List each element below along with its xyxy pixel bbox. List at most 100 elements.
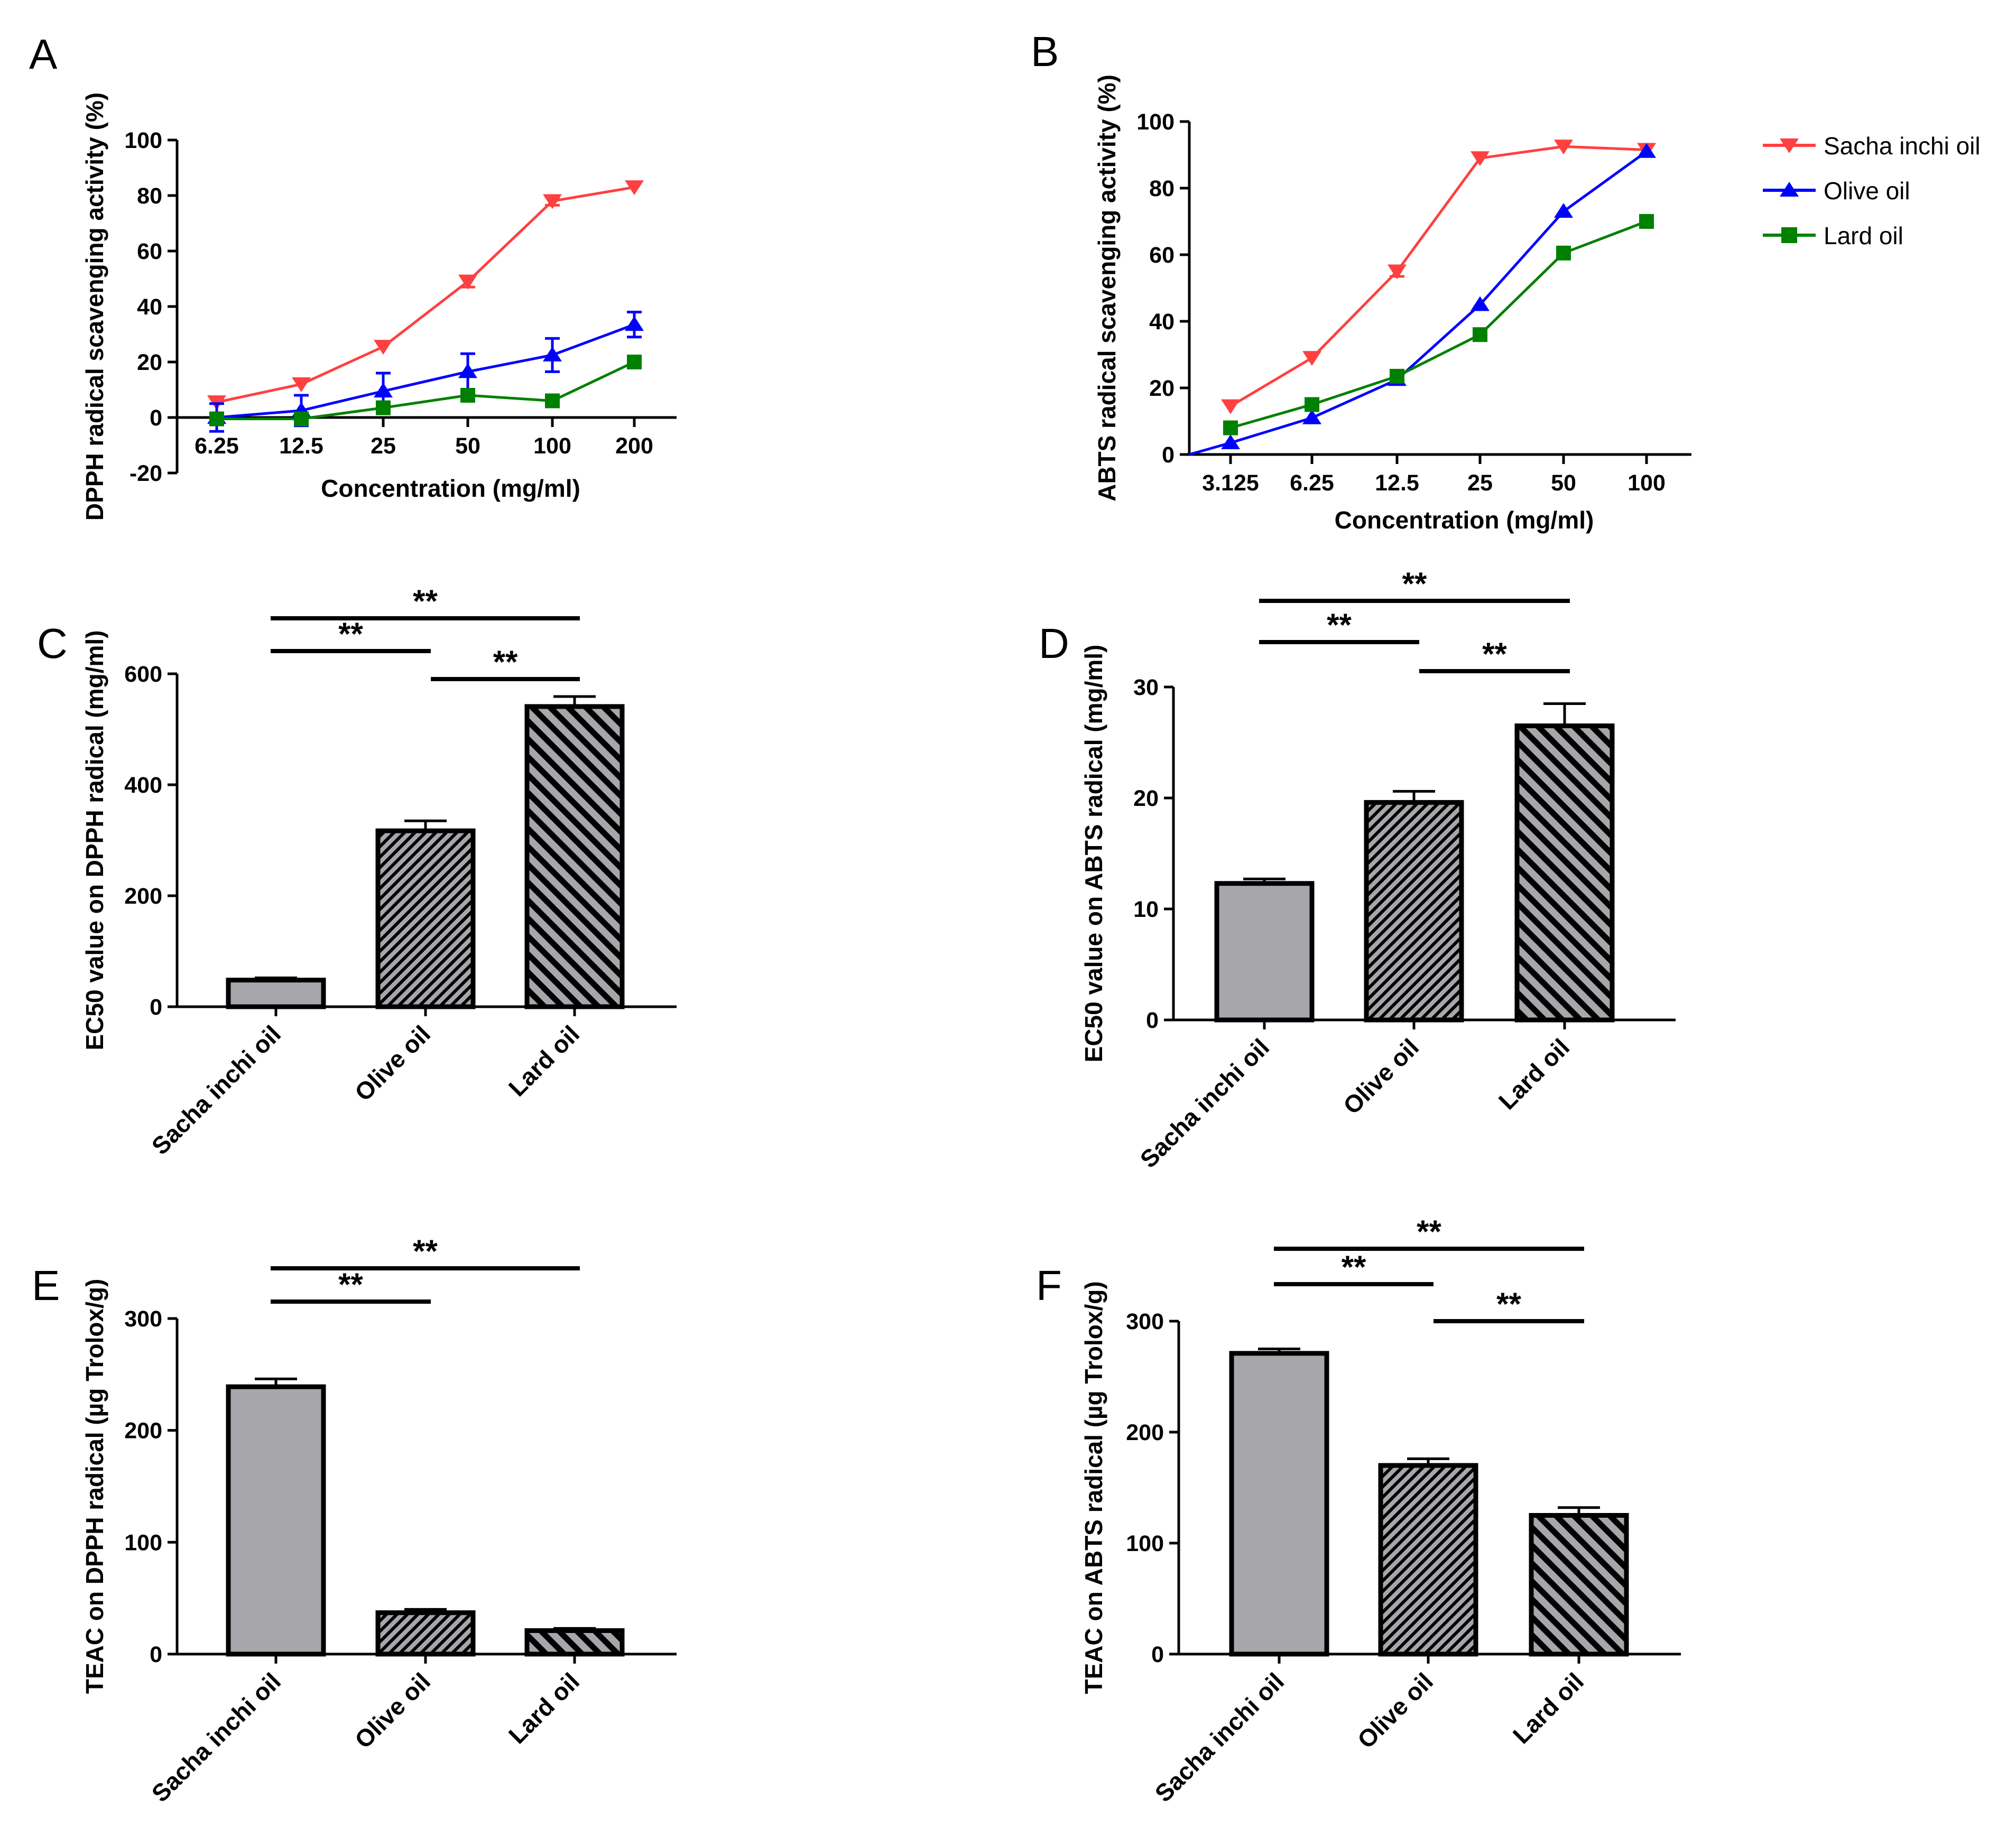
chartb-marker-lard: [1390, 368, 1404, 384]
panel-label-a: A: [29, 31, 58, 78]
chartb-marker-sacha: [1388, 264, 1407, 280]
chartd-bar-lard: [1514, 723, 1615, 1023]
chartc-x-tick-label: Olive oil: [349, 1020, 436, 1106]
charta-y-tick-label: 100: [124, 128, 162, 153]
chartc-bar-sacha: [226, 978, 326, 1009]
chartb-marker-olive: [1554, 203, 1573, 218]
chartb-y-tick-label: 80: [1149, 176, 1175, 201]
panel-d-ec50-abts-chart: 0 10 20 30 EC50 value on ABTS radical (mg/ml…: [1080, 566, 1676, 1173]
chartb-x-tick-label: 12.5: [1375, 470, 1419, 496]
charta-y-axis-title: DPPH radical scavenging activity (%): [81, 92, 108, 521]
chartc-significance-label: **: [413, 583, 438, 619]
charta-marker-olive: [374, 383, 393, 398]
panel-f-teac-abts-chart: 0 100 200 300 TEAC on ABTS radical (µg Trolo…: [1080, 1214, 1681, 1807]
chartb-marker-olive: [1221, 434, 1240, 449]
charta-marker-lard: [294, 411, 309, 426]
chartd-y-tick-label: 20: [1133, 786, 1159, 811]
chartc-significance-label: **: [493, 644, 518, 680]
chartf-y-tick-label: 100: [1126, 1531, 1164, 1556]
chartb-x-tick-label: 3.125: [1202, 470, 1259, 496]
charta-marker-olive: [458, 363, 477, 378]
chartc-y-tick-label: 400: [124, 773, 162, 798]
legend-marker-sacha: [1780, 138, 1799, 153]
charta-marker-sacha: [292, 377, 311, 392]
charte-significance-label: **: [338, 1267, 363, 1302]
chartf-y-tick-label: 200: [1126, 1420, 1164, 1445]
chartd-significance-label: **: [1327, 607, 1352, 643]
chartd-x-tick-label: Lard oil: [1493, 1033, 1575, 1115]
charta-marker-lard: [627, 355, 642, 369]
chartb-x-tick-label: 100: [1627, 470, 1666, 496]
legend-marker-lard: [1781, 227, 1797, 243]
chartb-marker-sacha: [1554, 140, 1573, 155]
charta-marker-olive: [625, 316, 644, 331]
charta-y-tick-label: 60: [137, 239, 162, 264]
chartf-y-axis-title: TEAC on ABTS radical (µg Trolox/g): [1080, 1281, 1107, 1694]
chartb-marker-lard: [1473, 327, 1487, 342]
chartb-line-olive: [1189, 150, 1648, 456]
chartf-x-tick-label: Olive oil: [1352, 1667, 1438, 1753]
charta-x-tick-label: 50: [455, 433, 480, 459]
chartb-marker-sacha: [1302, 351, 1321, 366]
charta-x-tick-label: 12.5: [279, 433, 323, 459]
chartb-y-tick-label: 40: [1149, 309, 1175, 335]
chartf-significance-label: **: [1417, 1214, 1441, 1249]
chartf-significance-label: **: [1496, 1286, 1521, 1322]
chartb-marker-olive: [1302, 409, 1321, 424]
charte-x-tick-label: Lard oil: [503, 1667, 585, 1749]
charte-x-tick-label: Sacha inchi oil: [146, 1667, 286, 1807]
chartf-y-tick-label: 300: [1126, 1309, 1164, 1334]
charta-y-tick-label: 80: [137, 183, 162, 209]
chartb-x-tick-label: 50: [1551, 470, 1576, 496]
chartd-significance-label: **: [1402, 566, 1427, 601]
charta-marker-sacha: [543, 194, 562, 209]
charte-y-axis-title: TEAC on DPPH radical (µg Trolox/g): [81, 1279, 108, 1694]
panel-c-ec50-dpph-chart: 0 200 400 600 EC50 value on DPPH radical (mg…: [81, 583, 677, 1160]
panel-label-b: B: [1031, 28, 1059, 75]
chartc-significance-label: **: [338, 616, 363, 652]
charte-y-tick-label: 0: [150, 1642, 162, 1667]
panel-e-teac-dpph-chart: 0 100 200 300 TEAC on DPPH radical (µg Trolo…: [81, 1233, 677, 1807]
charta-x-tick-label: 25: [371, 433, 396, 459]
charta-y-tick-label: 20: [137, 350, 162, 375]
charta-marker-sacha: [458, 274, 477, 290]
chartd-bar-sacha: [1214, 881, 1315, 1023]
chartd-x-tick-label: Sacha inchi oil: [1135, 1033, 1275, 1173]
charta-x-tick-label: 6.25: [195, 433, 239, 459]
chartb-marker-lard: [1639, 214, 1654, 229]
chartc-x-tick-label: Lard oil: [503, 1020, 585, 1101]
charta-line-lard: [217, 360, 635, 421]
charta-y-tick-label: 0: [150, 405, 162, 431]
chartb-y-tick-label: 20: [1149, 376, 1175, 401]
panel-label-d: D: [1039, 620, 1069, 667]
charta-marker-sacha: [625, 180, 644, 196]
chartf-bar-sacha: [1229, 1351, 1329, 1657]
chartb-line-lard: [1230, 220, 1647, 430]
chartc-y-tick-label: 600: [124, 662, 162, 687]
panel-a-dpph-scavenging-chart: -20 0 20 40 60 80 100 6.25 12.5 25 50 100 200 DPPH ra…: [81, 92, 677, 521]
charte-bar-lard: [524, 1628, 625, 1657]
panel-label-f: F: [1036, 1262, 1062, 1309]
chartd-errorbar: [1543, 702, 1586, 726]
charte-x-tick-label: Olive oil: [349, 1667, 436, 1753]
charte-y-tick-label: 200: [124, 1418, 162, 1444]
legend-label-olive: Olive oil: [1824, 177, 1910, 205]
chartb-line-sacha: [1229, 145, 1647, 407]
chartd-x-tick-label: Olive oil: [1338, 1033, 1424, 1119]
legend-marker-olive: [1780, 182, 1799, 197]
legend-label-sacha: Sacha inchi oil: [1824, 132, 1981, 160]
charta-line-sacha: [216, 185, 635, 404]
charta-x-axis-title: Concentration (mg/ml): [321, 475, 580, 502]
charta-marker-sacha: [374, 340, 393, 355]
charte-significance-label: **: [413, 1233, 438, 1269]
chartc-y-axis-title: EC50 value on DPPH radical (mg/ml): [81, 630, 108, 1050]
panel-b-abts-scavenging-chart: 0 20 40 60 80 100 3.125 6.25 12.5 25 50 100 ABTS rad…: [1093, 75, 1691, 534]
charta-y-tick-label: 40: [137, 294, 162, 320]
chartd-significance-label: **: [1482, 636, 1507, 672]
chartc-y-tick-label: 0: [150, 995, 162, 1020]
charta-marker-lard: [460, 388, 475, 403]
chartd-y-tick-label: 30: [1133, 675, 1159, 700]
charta-x-tick-label: 100: [533, 433, 571, 459]
charta-line-olive: [216, 323, 635, 419]
